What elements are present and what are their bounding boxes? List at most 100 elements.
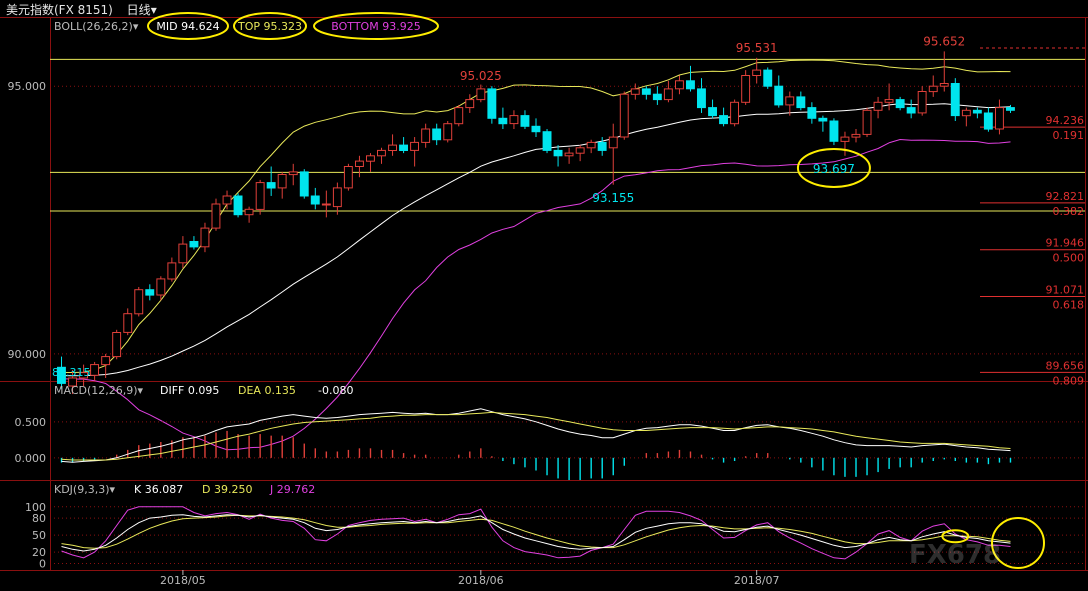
candle-body: [465, 99, 475, 109]
candle-body: [641, 88, 651, 95]
timeframe-selector[interactable]: 日线▾: [127, 3, 157, 17]
candle-body: [708, 107, 717, 117]
candle-body: [741, 75, 751, 103]
candle-body: [542, 131, 552, 151]
candle-body: [156, 278, 166, 296]
kdj-tick-label: 100: [25, 501, 46, 514]
fib-ratio-label: 0.191: [1053, 129, 1085, 142]
boll-mid-value: MID 94.624: [156, 20, 219, 33]
candle-body: [167, 262, 177, 280]
kdj-tick-label: 80: [32, 512, 46, 525]
price-annotation: 95.652: [923, 34, 965, 48]
candle-body: [79, 372, 88, 379]
candle-body: [652, 93, 662, 101]
candle-body: [597, 141, 607, 151]
candle-body: [697, 88, 706, 109]
kdj-d-line: [61, 514, 1011, 549]
macd-tick-label: 0.000: [15, 452, 47, 465]
candle-body: [112, 332, 122, 358]
candle-body: [917, 91, 927, 114]
candle-body: [840, 136, 850, 142]
candle-body: [995, 107, 1004, 130]
candle-body: [972, 109, 982, 114]
kdj-tick-label: 50: [32, 529, 46, 542]
kdj-tick-label: 20: [32, 546, 46, 559]
candle-body: [906, 107, 916, 114]
corner-value-label: 89.315: [52, 366, 91, 379]
candle-body: [277, 174, 287, 189]
candle-body: [310, 195, 320, 205]
boll-bottom-line: [61, 138, 1011, 451]
candle-body: [57, 366, 66, 384]
boll-bottom-value: BOTTOM 93.925: [331, 20, 420, 33]
candle-body: [928, 85, 938, 93]
candle-body: [266, 182, 276, 189]
candle-body: [719, 115, 728, 125]
fib-price-label: 89.656: [1046, 359, 1085, 372]
kdj-highlight-small: [941, 529, 970, 544]
candle-body: [531, 125, 541, 133]
kdj-highlight-large: [991, 517, 1045, 569]
fib-ratio-label: 0.382: [1053, 205, 1085, 218]
candle-body: [575, 147, 585, 154]
candle-body: [68, 377, 77, 387]
kdj-legend-name: KDJ(9,3,3)▾: [54, 483, 115, 496]
fib-price-label: 91.946: [1046, 237, 1085, 250]
candle-body: [145, 289, 155, 296]
candle-body: [321, 203, 331, 206]
candle-body: [884, 99, 894, 103]
candle-body: [476, 88, 486, 101]
kdj-j-line: [61, 506, 1011, 560]
candle-body: [332, 187, 342, 208]
candle-body: [288, 171, 298, 176]
candle-body: [255, 182, 265, 210]
fib-ratio-label: 0.500: [1053, 252, 1085, 265]
candle-body: [663, 88, 673, 101]
kdj-k-line: [61, 514, 1011, 552]
x-tick-label: 2018/07: [734, 574, 780, 587]
candle-body: [343, 166, 353, 189]
candle-body: [763, 69, 773, 87]
candle-body: [454, 107, 464, 125]
candle-body: [983, 112, 993, 130]
fib-price-label: 94.236: [1046, 114, 1085, 127]
fib-price-label: 91.071: [1046, 284, 1085, 297]
macd-dea-line: [61, 411, 1011, 461]
candle-body: [619, 93, 629, 138]
candle-body: [686, 80, 695, 90]
price-tick-label: 90.000: [8, 348, 47, 361]
macd-legend-name: MACD(12,26,9)▾: [54, 384, 144, 397]
chevron-down-icon: ▾: [150, 3, 157, 17]
candle-body: [487, 88, 497, 119]
candle-body: [862, 109, 872, 135]
x-tick-label: 2018/06: [458, 574, 504, 587]
candle-body: [443, 123, 453, 141]
candle-body: [244, 208, 254, 216]
price-tick-label: 95.000: [8, 80, 47, 93]
candle-body: [509, 115, 519, 125]
candle-body: [90, 364, 99, 376]
candle-body: [939, 83, 949, 87]
kdj-d-value: D 39.250: [202, 483, 252, 496]
boll-mid-line: [61, 103, 1011, 377]
candle-body: [630, 88, 640, 95]
candle-body: [1006, 107, 1015, 111]
candle-body: [873, 101, 883, 111]
candle-body: [807, 107, 817, 119]
candle-body: [200, 227, 210, 248]
candle-body: [829, 120, 839, 142]
candle-body: [895, 99, 905, 109]
macd-diff-value: DIFF 0.095: [160, 384, 219, 397]
kdj-j-value: J 29.762: [269, 483, 315, 496]
candle-body: [101, 356, 111, 366]
candle-body: [189, 241, 199, 248]
candle-body: [222, 195, 232, 205]
candle-body: [950, 83, 960, 117]
candle-body: [608, 136, 618, 149]
candle-body: [785, 96, 795, 106]
boll-legend-name: BOLL(26,26,2)▾: [54, 20, 139, 33]
macd-dea-value: DEA 0.135: [238, 384, 296, 397]
timeframe-label: 日线: [126, 3, 151, 17]
